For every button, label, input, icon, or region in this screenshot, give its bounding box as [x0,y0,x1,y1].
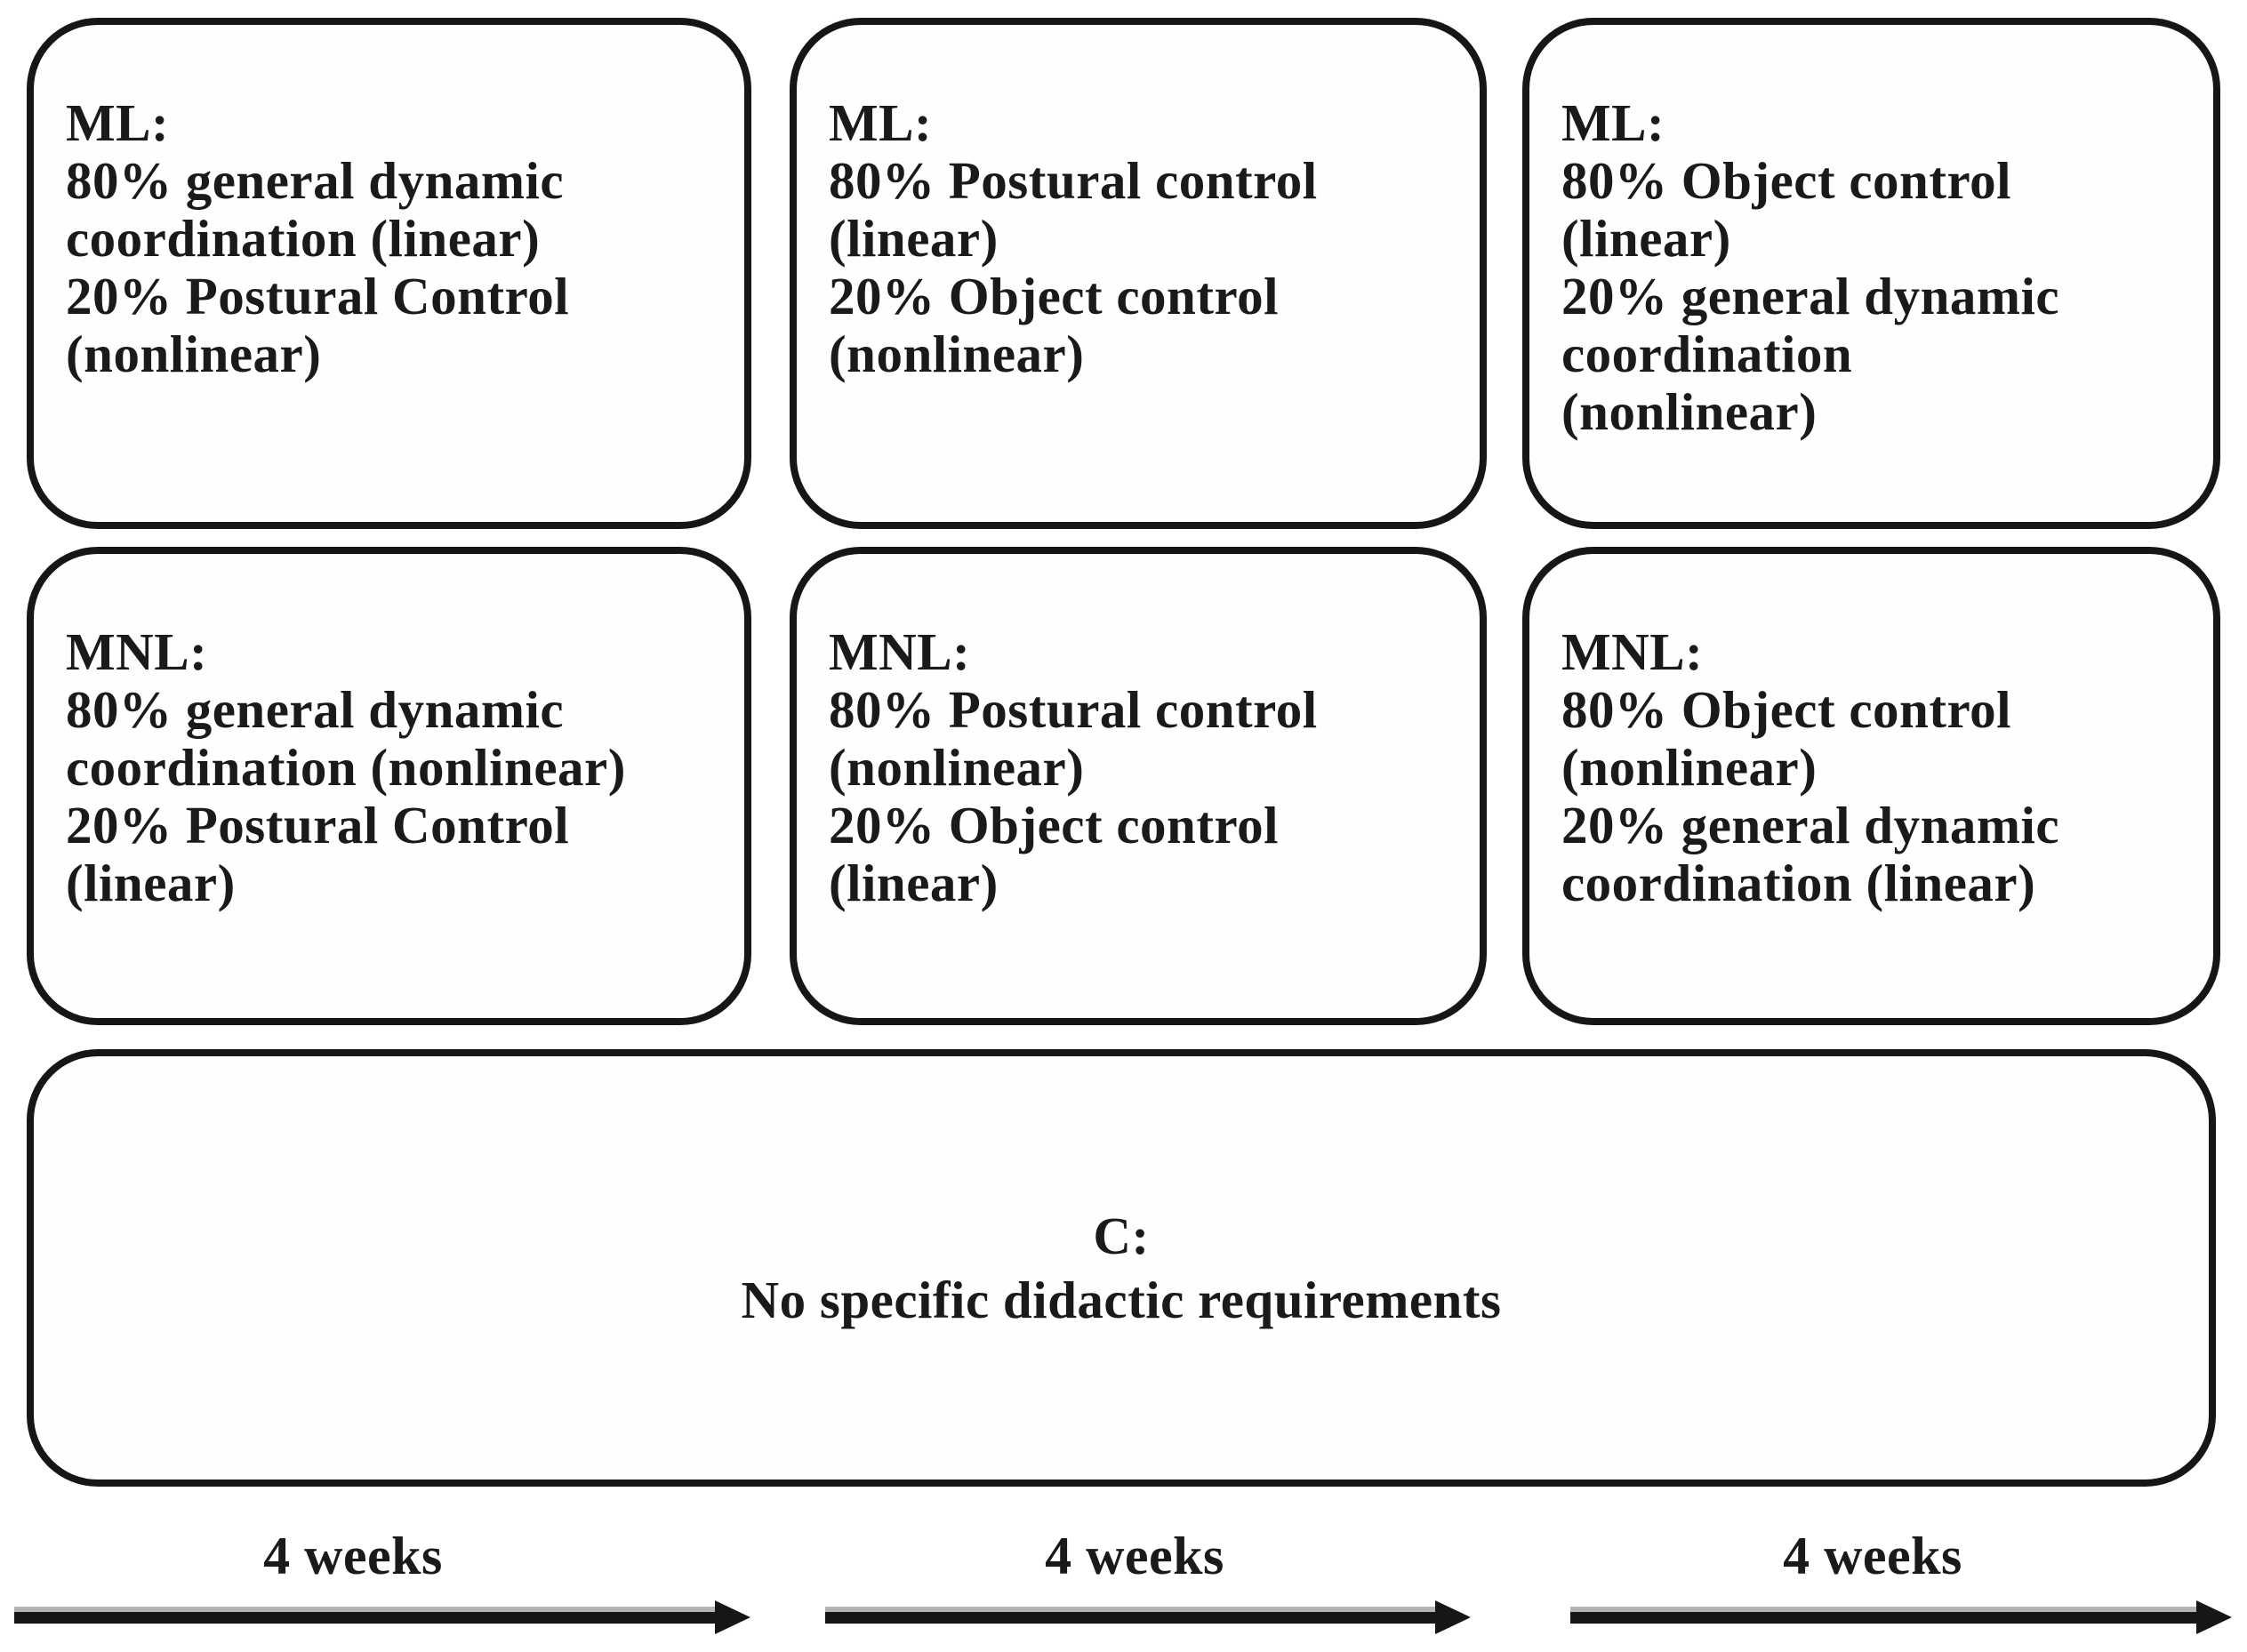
box-text: C: No specific didactic requirements [741,1207,1502,1329]
box-text: MNL: 80% general dynamic coordination (n… [66,622,626,912]
box-ml-general-dynamic-coordination: ML: 80% general dynamic coordination (li… [27,18,751,529]
box-text: ML: 80% Object control (linear) 20% gene… [1561,93,2060,441]
arrow-right-icon [1570,1599,2232,1634]
box-text: MNL: 80% Postural control (nonlinear) 20… [829,622,1318,912]
box-text: ML: 80% Postural control (linear) 20% Ob… [829,93,1318,383]
phase-2-duration-label: 4 weeks [1045,1526,1224,1585]
box-text: ML: 80% general dynamic coordination (li… [66,93,570,383]
box-mnl-general-dynamic-coordination: MNL: 80% general dynamic coordination (n… [27,547,751,1025]
box-mnl-object-control: MNL: 80% Object control (nonlinear) 20% … [1522,547,2220,1025]
arrow-right-icon [14,1599,750,1634]
box-mnl-postural-control: MNL: 80% Postural control (nonlinear) 20… [790,547,1487,1025]
phase-3-duration-label: 4 weeks [1783,1526,1962,1585]
box-ml-postural-control: ML: 80% Postural control (linear) 20% Ob… [790,18,1487,529]
phase-1-duration-label: 4 weeks [263,1526,443,1585]
box-control-group: C: No specific didactic requirements [27,1049,2216,1487]
box-text: MNL: 80% Object control (nonlinear) 20% … [1561,622,2060,912]
arrow-right-icon [825,1599,1471,1634]
box-ml-object-control: ML: 80% Object control (linear) 20% gene… [1522,18,2220,529]
